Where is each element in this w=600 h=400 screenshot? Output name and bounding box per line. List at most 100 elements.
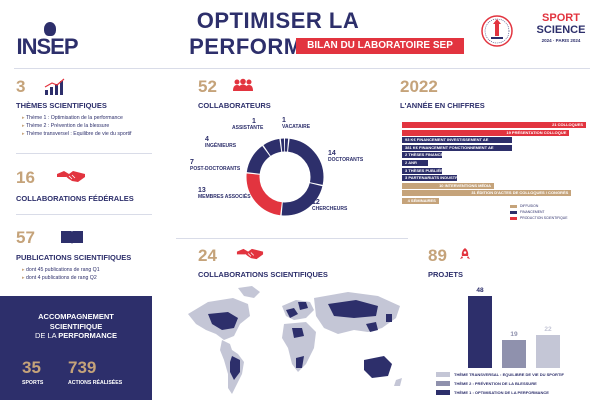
annee-bar-label: 2 ANR bbox=[405, 160, 417, 165]
label-doctorants: 14 DOCTORANTS bbox=[328, 150, 376, 163]
flame-icon bbox=[44, 22, 56, 36]
collab-sci-number: 24 bbox=[198, 246, 217, 265]
post-doctorants-label: POST-DOCTORANTS bbox=[190, 166, 241, 172]
annee-bar-label: 93 K€ FINANCEMENT INVESTISSEMENT AE bbox=[405, 137, 489, 143]
annee-bar bbox=[402, 144, 513, 151]
publications-title: PUBLICATIONS SCIENTIFIQUES bbox=[16, 253, 132, 262]
theme-item: Thème 2 : Prévention de la blessure bbox=[22, 122, 162, 130]
membres-associes-label: MEMBRES ASSOCIÉS bbox=[198, 194, 251, 200]
handshake-icon bbox=[236, 248, 264, 260]
legend-swatch bbox=[436, 372, 450, 378]
sport-logo-line3: 2024 · PARIS 2024 bbox=[541, 38, 581, 43]
annee-bar bbox=[402, 175, 458, 182]
label-post-doctorants: 7 POST-DOCTORANTS bbox=[190, 159, 250, 172]
sport-science-logo: SPORT SCIENCE 2024 · PARIS 2024 bbox=[530, 12, 592, 60]
publications-number: 57 bbox=[16, 228, 35, 247]
projets-bar-chart: 48 19 22 bbox=[468, 282, 578, 368]
sports-label: SPORTS bbox=[22, 380, 44, 386]
collaborateurs-donut-chart bbox=[246, 138, 324, 216]
themes-number: 3 bbox=[16, 77, 26, 96]
handshake-icon bbox=[57, 171, 85, 182]
donut-segment-2 bbox=[246, 138, 324, 216]
post-doctorants-count: 7 bbox=[190, 159, 194, 166]
donut-segment-0 bbox=[246, 138, 324, 216]
ingenieurs-label: INGÉNIEURS bbox=[205, 143, 237, 149]
annee-number: 2022 bbox=[400, 77, 438, 96]
header-divider bbox=[14, 68, 590, 69]
annee-bar bbox=[402, 122, 586, 128]
legend-label: FINANCEMENT bbox=[520, 210, 545, 214]
legend-swatch bbox=[436, 381, 450, 387]
actions-value: 739 bbox=[68, 358, 97, 377]
theme-item: Thème transversel : Equilibre de vie du … bbox=[22, 130, 162, 138]
publication-item: dont 45 publications de rang Q1 bbox=[22, 266, 162, 274]
projets-bar-value: 22 bbox=[544, 326, 552, 333]
legend-production: PRODUCTION SCIENTIFIQUE bbox=[510, 216, 567, 220]
actions-label: ACTIONS RÉALISÉES bbox=[68, 380, 123, 386]
sports-value: 35 bbox=[22, 358, 41, 377]
rocket-icon bbox=[460, 248, 470, 259]
label-chercheurs: 12 CHERCHEURS bbox=[312, 199, 360, 212]
section-divider bbox=[176, 238, 408, 239]
legend-label: DIFFUSION bbox=[520, 204, 539, 208]
projets-bar-value: 19 bbox=[510, 330, 518, 338]
label-assistante: 1 ASSISTANTE bbox=[232, 118, 276, 131]
assistante-count: 1 bbox=[252, 118, 256, 125]
publication-item: dont 4 publications de rang Q2 bbox=[22, 274, 162, 282]
annee-bar-label: 381 K€ FINANCEMENT FONCTIONNEMENT AE bbox=[405, 144, 494, 150]
annee-bar-label: 3 PARTENARIATS INDUSTRIELS bbox=[405, 175, 467, 181]
annee-bar-label: 31 ÉDITION D'ACTES DE COLLOQUES / CONGRÈ… bbox=[471, 190, 569, 196]
legend-label: THÈME 1 : OPTIMISATION DE LA PERFORMANCE bbox=[454, 390, 549, 395]
annee-bar bbox=[402, 198, 439, 204]
legend-label: THÈME 2 : PRÉVENTION DE LA BLESSURE bbox=[454, 381, 537, 386]
themes-title: THÈMES SCIENTIFIQUES bbox=[16, 101, 107, 110]
projets-bar-value: 48 bbox=[476, 287, 484, 294]
legend-swatch bbox=[510, 216, 517, 220]
donut-segment-1 bbox=[246, 138, 324, 216]
legend-swatch bbox=[510, 210, 517, 214]
people-icon bbox=[233, 78, 253, 91]
section-divider bbox=[16, 153, 152, 154]
accompagnement-line3-bold: PERFORMANCE bbox=[58, 331, 118, 340]
accompagnement-line2: SCIENTIFIQUE bbox=[49, 321, 103, 331]
membres-associes-count: 13 bbox=[198, 187, 206, 194]
collab-sci-title: COLLABORATIONS SCIENTIFIQUES bbox=[198, 270, 328, 279]
accompagnement-line1: ACCOMPAGNEMENT bbox=[38, 312, 114, 321]
world-map bbox=[188, 286, 402, 394]
page-title: OPTIMISER LA PERFORMANCE bbox=[189, 8, 367, 59]
publications-list: dont 45 publications de rang Q1 dont 4 p… bbox=[22, 266, 162, 282]
annee-bar-label: 2 THÈSES FINANCÉES bbox=[405, 152, 449, 158]
annee-bar bbox=[402, 167, 443, 174]
annee-bar-label: 10 INTERVENTIONS MÉDIA bbox=[439, 182, 491, 188]
legend-swatch bbox=[436, 390, 450, 396]
insep-logo-text: INSEP bbox=[16, 34, 78, 59]
chercheurs-label: CHERCHEURS bbox=[312, 206, 348, 212]
annee-bar bbox=[402, 129, 570, 136]
chercheurs-count: 12 bbox=[312, 199, 320, 206]
collaborateurs-title: COLLABORATEURS bbox=[198, 101, 271, 110]
projets-bar bbox=[536, 335, 560, 368]
annee-bar bbox=[402, 160, 428, 166]
legend-diffusion: DIFFUSION bbox=[510, 204, 538, 208]
projets-bar bbox=[468, 296, 492, 368]
page-subtitle: BILAN DU LABORATOIRE SEP bbox=[296, 38, 464, 54]
vacataire-label: VACATAIRE bbox=[282, 124, 311, 130]
annee-bar bbox=[402, 152, 443, 159]
insep-logo: INSEP bbox=[14, 22, 80, 59]
doctorants-label: DOCTORANTS bbox=[328, 157, 364, 163]
themes-list: Thème 1 : Optimisation de la performance… bbox=[22, 114, 162, 138]
accompagnement-title: ACCOMPAGNEMENT SCIENTIFIQUE DE LA PERFOR… bbox=[0, 312, 152, 341]
projets-legend-item: THÈME 2 : PRÉVENTION DE LA BLESSURE bbox=[436, 381, 537, 387]
accompagnement-panel: ACCOMPAGNEMENT SCIENTIFIQUE DE LA PERFOR… bbox=[0, 296, 152, 400]
projets-legend-item: THÈME 1 : OPTIMISATION DE LA PERFORMANCE bbox=[436, 390, 549, 396]
ingenieurs-count: 4 bbox=[205, 136, 209, 143]
collab-fed-number: 16 bbox=[16, 168, 35, 187]
doctorants-count: 14 bbox=[328, 150, 336, 157]
projets-title: PROJETS bbox=[428, 270, 464, 279]
olympic-seal-icon bbox=[481, 15, 513, 47]
collaborateurs-number: 52 bbox=[198, 77, 217, 96]
legend-financement: FINANCEMENT bbox=[510, 210, 545, 214]
annee-bar-chart: 21 COLLOQUES 19 PRÉSENTATION COLLOQUE 93 K… bbox=[402, 122, 586, 212]
label-membres-associes: 13 MEMBRES ASSOCIÉS bbox=[198, 187, 258, 200]
legend-label: PRODUCTION SCIENTIFIQUE bbox=[520, 216, 568, 220]
